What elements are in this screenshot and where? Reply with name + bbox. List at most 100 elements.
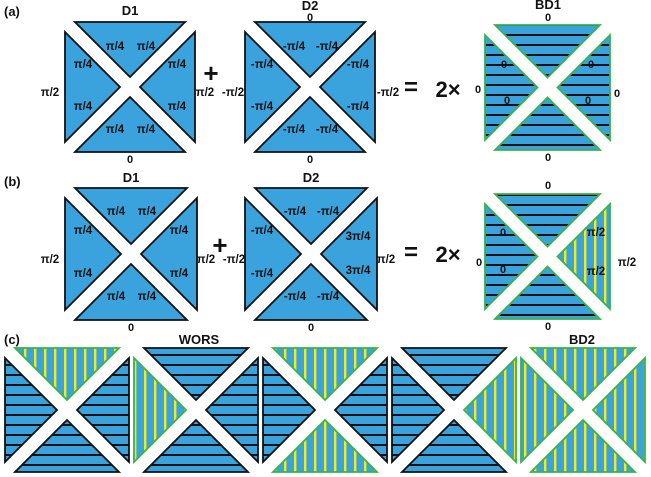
panel-a-d2-bottom-triangle <box>252 95 368 153</box>
panel-c-plate-2-left-triangle <box>133 355 188 465</box>
panel-b-d1-top-triangle <box>72 187 190 246</box>
panel-b-bd-outer-bottom-label: 0 <box>545 321 551 333</box>
panel-c: (c) WORS BD2 <box>4 332 595 347</box>
panel-a-bd1-plate <box>484 24 611 151</box>
panel-a-d2-left-label: -π/4 <box>251 59 274 71</box>
panel-c-plate-3-bottom-triangle <box>270 418 380 473</box>
panel-a-d1-top-label: π/4 <box>137 41 156 53</box>
panel-b-factor: 2× <box>435 242 460 267</box>
panel-b-bd-left-label: 0 <box>500 227 506 239</box>
panel-c-plate-1-top-triangle <box>12 347 122 402</box>
panel-b-d2-title: D2 <box>303 170 320 185</box>
panel-a-bd1-outer-right-label: 0 <box>614 88 620 100</box>
panel-a-d2-top-label: -π/4 <box>283 41 306 53</box>
panel-b-plus-sign: + <box>212 230 227 260</box>
panel-b-bd-outer-top-label: 0 <box>545 180 551 192</box>
panel-b-d2-bottom-label: -π/4 <box>284 291 307 303</box>
panel-b-d1-bottom-label: π/4 <box>138 291 157 303</box>
panel-a-plus-sign: + <box>203 58 218 88</box>
panel-a-d2-top-triangle <box>252 21 368 79</box>
panel-c-plate-1-plate <box>4 347 130 473</box>
panel-c-plate-5-left-triangle <box>520 355 575 465</box>
panel-c-plate-5-top-triangle <box>528 347 638 402</box>
panel-b-d1-left-triangle <box>64 195 123 313</box>
panel-a-d2-title: D2 <box>302 0 319 13</box>
panel-a: (a) D1 π/4 π/4 π/4 π/4 π/4 π/4 π/4 π/4 π… <box>4 0 620 166</box>
panel-a-d2-left-label: -π/4 <box>251 101 274 113</box>
panel-c-plate-2-plate <box>133 347 259 473</box>
panel-c-label: (c) <box>4 332 20 347</box>
panel-b-d2-outer-right-label: π/2 <box>377 254 395 266</box>
panel-b-d1-outer-right-label: π/2 <box>197 254 215 266</box>
panel-c-plate-3-top-triangle <box>270 347 380 402</box>
panel-b-d2-bottom-label: -π/4 <box>317 291 340 303</box>
panel-b-equals-sign: = <box>404 239 418 266</box>
panel-b-d1-right-label: π/4 <box>170 268 189 280</box>
panel-c-plate-1-left-triangle <box>4 355 59 465</box>
panel-c-plate-4-right-triangle <box>462 355 517 465</box>
panel-b-bd-outer-right-label: π/2 <box>618 257 636 269</box>
panel-a-d2-right-triangle <box>318 29 376 145</box>
panel-b-bd-right-label: π/2 <box>587 266 605 278</box>
panel-a-d1-outer-bottom-label: 0 <box>127 154 133 166</box>
panel-a-d1-top-triangle <box>72 21 188 79</box>
panel-a-bd1-title: BD1 <box>535 0 561 12</box>
panel-c-bd2-label: BD2 <box>569 332 595 347</box>
panel-c-plate-4-plate <box>391 347 517 473</box>
panel-a-d1-left-triangle <box>64 29 122 145</box>
panel-b-bd-top-triangle <box>492 193 603 248</box>
panel-a-d2-plate <box>244 21 376 153</box>
panel-a-d1-plate <box>64 21 196 153</box>
panel-c-wors-label: WORS <box>179 332 220 347</box>
panel-b-bd-left-label: 0 <box>500 264 506 276</box>
panel-b-bd-right-label: π/2 <box>587 227 605 239</box>
panel-a-d2-right-label: -π/4 <box>347 59 370 71</box>
panel-a-bd1-left-label: 0 <box>504 95 510 107</box>
panel-a-d2-outer-top-label: 0 <box>307 12 313 24</box>
panel-a-d1-bottom-triangle <box>72 95 188 153</box>
panel-b-d2-bottom-triangle <box>252 262 370 321</box>
panel-a-bd1-left-label: 0 <box>501 59 507 71</box>
panel-b-d1-outer-left-label: π/2 <box>41 254 59 266</box>
panel-a-d1-bottom-label: π/4 <box>106 124 125 136</box>
panel-a-bd1-left-triangle <box>484 32 539 143</box>
panel-a-d2-bottom-label: -π/4 <box>316 124 339 136</box>
panel-c-plate-5-right-triangle <box>591 355 646 465</box>
panel-b-bd-left-triangle <box>484 201 539 312</box>
panel-b-d2-right-label: 3π/4 <box>346 265 371 277</box>
panel-a-d1-right-label: π/4 <box>168 59 187 71</box>
panel-a-bd1-outer-bottom-label: 0 <box>545 152 551 164</box>
panel-a-d1-bottom-label: π/4 <box>137 124 156 136</box>
panel-a-bd1-outer-left-label: 0 <box>475 84 481 96</box>
panel-b-d2-left-triangle <box>244 195 303 313</box>
panel-c-plate-1-right-triangle <box>75 355 130 465</box>
plates-layer <box>4 21 646 473</box>
panel-b-d1-top-label: π/4 <box>107 206 126 218</box>
panel-a-d1-right-triangle <box>138 29 196 145</box>
panel-b-d1-top-label: π/4 <box>138 206 157 218</box>
panel-c-plate-3-right-triangle <box>333 355 388 465</box>
panel-c-plate-4-left-triangle <box>391 355 446 465</box>
panel-b-d2-left-label: -π/4 <box>251 225 274 237</box>
panel-b-d1-left-label: π/4 <box>74 225 93 237</box>
panel-b-label: (b) <box>4 174 21 189</box>
panel-a-d1-outer-right-label: π/2 <box>196 87 214 99</box>
panel-a-equals-sign: = <box>404 74 418 101</box>
panel-a-d1-left-label: π/4 <box>74 59 93 71</box>
panel-c-plate-2-right-triangle <box>204 355 259 465</box>
panel-c-plate-3-plate <box>262 347 388 473</box>
panel-a-d2-bottom-label: -π/4 <box>283 124 306 136</box>
panel-a-d1-title: D1 <box>122 3 139 18</box>
panel-b-d2-plate <box>244 187 378 321</box>
panel-c-plate-4-top-triangle <box>399 347 509 402</box>
panel-b-d1-right-label: π/4 <box>170 225 189 237</box>
panel-b-bd-plate <box>484 193 611 320</box>
panel-b-d2-top-triangle <box>252 187 370 246</box>
panel-c-plate-3-left-triangle <box>262 355 317 465</box>
panel-a-d2-outer-bottom-label: 0 <box>307 154 313 166</box>
panel-a-d2-outer-left-label: -π/2 <box>222 87 244 99</box>
panel-c-plate-5-plate <box>520 347 646 473</box>
panel-a-bd1-outer-top-label: 0 <box>545 12 551 24</box>
panel-a-factor: 2× <box>435 77 460 102</box>
